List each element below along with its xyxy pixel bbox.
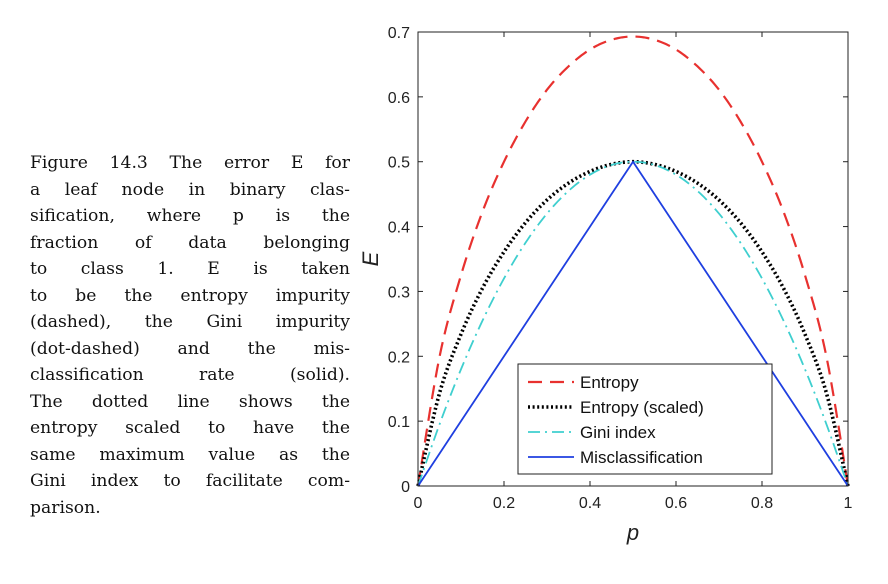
legend-label: Entropy (scaled)	[580, 398, 704, 417]
caption-line: to class 1. E is taken	[30, 259, 350, 279]
caption-line: a leaf node in binary clas-	[30, 179, 350, 200]
caption-line: Gini index to facilitate com-	[30, 471, 350, 491]
caption-line: parison.	[30, 497, 101, 518]
legend-label: Entropy	[580, 373, 639, 392]
caption-line: (dashed), the Gini impurity	[30, 312, 350, 332]
series-line-gini-index	[417, 160, 849, 487]
x-axis-title: p	[626, 520, 639, 545]
y-tick-label: 0.3	[388, 284, 410, 301]
series-line-misclassification	[417, 160, 849, 487]
x-tick-label: 0.6	[665, 495, 687, 512]
x-tick-label: 0.8	[751, 495, 773, 512]
caption-line: entropy scaled to have the	[30, 418, 350, 438]
y-tick-label: 0.7	[388, 25, 410, 42]
plot-area	[416, 35, 850, 487]
y-tick-label: 0	[401, 479, 410, 496]
y-tick-label: 0.2	[388, 349, 410, 366]
x-tick-label: 0.4	[579, 495, 601, 512]
legend: Entropy Entropy (scaled) Gini index Misclas…	[517, 363, 773, 475]
caption-line: same maximum value as the	[30, 444, 350, 465]
legend-label: Gini index	[580, 423, 656, 442]
y-tick-label: 0.1	[388, 414, 410, 431]
series-line-entropy	[416, 35, 850, 487]
caption-line: classification rate (solid).	[30, 365, 350, 385]
axes-box	[417, 31, 849, 487]
y-tick-label: 0.5	[388, 155, 410, 172]
y-tick-label: 0.6	[388, 90, 410, 107]
x-tick-label: 1	[844, 495, 853, 512]
axes: 0 0.2 0.4 0.6 0.8 1 0 0.1 0.2 0.3 0.4 0.5 0.6 0.7 p E	[358, 25, 853, 545]
caption-line: Figure 14.3 The error E for	[30, 153, 350, 173]
y-tick-label: 0.4	[388, 220, 410, 237]
caption-line: The dotted line shows the	[30, 391, 350, 412]
figure-caption: Figure 14.3 The error E for a leaf node i…	[30, 150, 350, 521]
caption-line: (dot-dashed) and the mis-	[30, 338, 350, 359]
legend-label: Misclassification	[580, 448, 703, 467]
y-axis-title: E	[358, 251, 383, 266]
caption-line: fraction of data belonging	[30, 232, 350, 253]
x-tick-label: 0	[414, 495, 423, 512]
x-tick-label: 0.2	[493, 495, 515, 512]
caption-line: sification, where p is the	[30, 206, 350, 226]
caption-line: to be the entropy impurity	[30, 285, 350, 306]
